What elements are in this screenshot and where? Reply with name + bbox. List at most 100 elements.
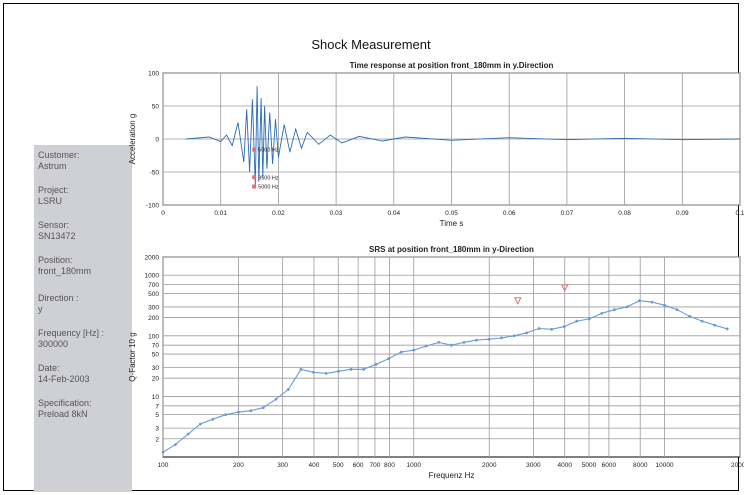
data-point xyxy=(274,397,278,401)
page-title: Shock Measurement xyxy=(311,37,431,52)
chart-title: SRS at position front_180mm in y-Directi… xyxy=(369,245,534,254)
x-tick-label: 4000 xyxy=(557,462,572,469)
data-point xyxy=(424,344,428,348)
x-tick-label: 400 xyxy=(309,462,320,469)
data-point xyxy=(437,340,441,344)
info-value: 300000 xyxy=(38,339,69,349)
x-tick-label: 700 xyxy=(369,462,380,469)
series-line xyxy=(186,86,741,186)
data-point xyxy=(337,369,340,373)
y-axis-label: Q-Factor 10 g xyxy=(128,332,137,381)
x-tick-label: 0.07 xyxy=(561,210,574,217)
info-label: Position: xyxy=(38,255,73,265)
data-point xyxy=(462,340,466,344)
data-point xyxy=(224,413,228,417)
info-label: Customer: xyxy=(38,150,80,160)
data-point xyxy=(312,370,315,374)
info-sidebar: Customer: Astrum Project: LSRU Sensor: S… xyxy=(34,145,132,492)
info-block-sensor: Sensor: SN13472 xyxy=(38,220,76,242)
y-tick-label: 5 xyxy=(155,412,159,419)
x-tick-label: 0.04 xyxy=(387,210,400,217)
data-point xyxy=(475,338,478,342)
data-point xyxy=(600,311,604,315)
info-label: Direction : xyxy=(38,293,79,303)
data-point xyxy=(725,327,729,331)
marker-triangle xyxy=(514,297,522,305)
data-point xyxy=(688,314,691,318)
y-tick-label: 70 xyxy=(152,343,160,350)
x-tick-label: 0 xyxy=(161,210,165,217)
info-label: Specification: xyxy=(38,398,92,408)
x-tick-label: 800 xyxy=(384,462,395,469)
annotation-marker xyxy=(252,147,257,152)
info-label: Date: xyxy=(38,363,60,373)
data-point xyxy=(299,367,303,371)
annotation-label: 5000 Hz xyxy=(258,185,279,191)
data-point xyxy=(211,417,215,421)
data-point xyxy=(161,450,165,454)
series-line xyxy=(162,300,728,453)
data-point xyxy=(700,319,704,323)
data-point xyxy=(512,334,516,338)
plot-area xyxy=(162,256,741,458)
data-point xyxy=(186,432,190,436)
data-point xyxy=(199,422,202,426)
x-tick-label: 0.01 xyxy=(214,210,227,217)
y-tick-label: 1000 xyxy=(145,273,160,280)
data-point xyxy=(500,336,503,340)
y-tick-label: 700 xyxy=(148,282,159,289)
chart-title: Time response at position front_180mm in… xyxy=(350,61,554,70)
marker-triangle xyxy=(560,284,569,292)
x-tick-label: 0.1 xyxy=(735,210,744,217)
x-tick-label: 0.05 xyxy=(445,210,458,217)
data-point xyxy=(349,367,353,371)
data-point xyxy=(286,388,290,391)
data-point xyxy=(362,367,366,371)
x-tick-label: 1000 xyxy=(407,462,422,469)
annotation-label: 5000 Hz xyxy=(258,148,279,154)
x-tick-label: 300 xyxy=(277,462,288,469)
info-value: y xyxy=(38,304,43,314)
y-tick-label: -50 xyxy=(150,170,160,177)
x-axis-label: Time s xyxy=(440,219,464,228)
data-point xyxy=(537,327,541,330)
y-tick-label: 300 xyxy=(148,304,159,311)
info-label: Project: xyxy=(38,185,69,195)
data-point xyxy=(663,303,666,307)
info-label: Sensor: xyxy=(38,220,70,230)
info-block-customer: Customer: Astrum xyxy=(38,150,80,172)
y-axis-label: Acceleration g xyxy=(128,114,137,165)
x-tick-label: 0.02 xyxy=(272,210,285,217)
data-point xyxy=(399,350,403,354)
x-tick-label: 5000 xyxy=(582,462,597,469)
info-value: front_180mm xyxy=(38,266,92,276)
data-point xyxy=(324,371,328,375)
data-point xyxy=(387,357,391,361)
y-tick-label: 30 xyxy=(152,365,160,372)
x-tick-label: 0.06 xyxy=(503,210,516,217)
y-tick-label: 10 xyxy=(152,394,160,401)
x-axis-label: Frequenz Hz xyxy=(429,471,475,480)
data-point xyxy=(237,410,240,414)
x-tick-label: 0.03 xyxy=(330,210,343,217)
data-point xyxy=(625,305,629,309)
y-tick-label: -100 xyxy=(146,203,159,210)
x-tick-label: 0.09 xyxy=(676,210,689,217)
x-tick-label: 6000 xyxy=(602,462,617,469)
data-point xyxy=(374,362,378,366)
x-tick-label: 100 xyxy=(158,462,169,469)
y-tick-label: 200 xyxy=(148,315,159,322)
info-block-position: Position: front_180mm xyxy=(38,255,91,277)
info-value: Astrum xyxy=(38,161,67,171)
data-point xyxy=(575,319,579,323)
x-tick-label: 600 xyxy=(353,462,364,469)
info-value: Preload 8kN xyxy=(38,409,88,419)
y-tick-label: 100 xyxy=(148,71,159,78)
y-tick-label: 2000 xyxy=(145,255,160,262)
info-block-direction: Direction : y xyxy=(38,293,79,315)
data-point xyxy=(713,323,717,327)
info-block-project: Project: LSRU xyxy=(38,185,69,207)
x-tick-label: 2000 xyxy=(482,462,497,469)
y-tick-label: 2 xyxy=(155,436,159,443)
